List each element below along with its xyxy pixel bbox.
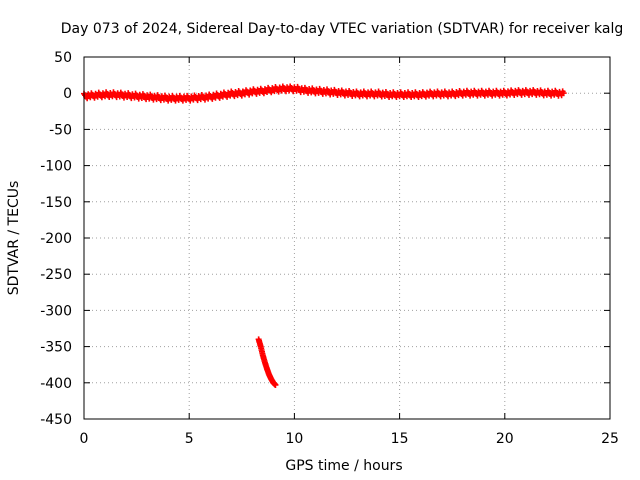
data-point [272, 381, 279, 388]
x-axis-label: GPS time / hours [285, 458, 402, 474]
y-tick-label: 0 [63, 86, 72, 102]
x-tick-label: 20 [496, 431, 514, 447]
y-tick-label: -200 [40, 231, 72, 247]
y-axis-label: SDTVAR / TECUs [6, 181, 22, 296]
y-tick-label: -250 [40, 267, 72, 283]
grid-lines [83, 56, 611, 420]
y-tick-label: -50 [49, 122, 72, 138]
tick-labels: 0 5 10 15 20 25 50 0 -50 -100 -150 -200 -250 -300 -350… [40, 50, 619, 447]
y-tick-label: -100 [40, 159, 72, 175]
y-tick-label: -450 [40, 412, 72, 428]
plot-frame [83, 56, 611, 420]
y-tick-label: 50 [54, 50, 72, 66]
y-tick-label: -400 [40, 376, 72, 392]
x-tick-label: 10 [285, 431, 303, 447]
x-tick-label: 25 [601, 431, 619, 447]
y-tick-label: -300 [40, 303, 72, 319]
x-tick-label: 0 [80, 431, 89, 447]
y-tick-label: -350 [40, 340, 72, 356]
x-tick-label: 15 [391, 431, 409, 447]
x-tick-label: 5 [185, 431, 194, 447]
chart-title: Day 073 of 2024, Sidereal Day-to-day VTE… [61, 21, 623, 37]
data-points [81, 83, 567, 388]
data-point [560, 90, 567, 97]
y-tick-label: -150 [40, 195, 72, 211]
series-1 [81, 83, 567, 104]
series-2 [255, 336, 279, 388]
